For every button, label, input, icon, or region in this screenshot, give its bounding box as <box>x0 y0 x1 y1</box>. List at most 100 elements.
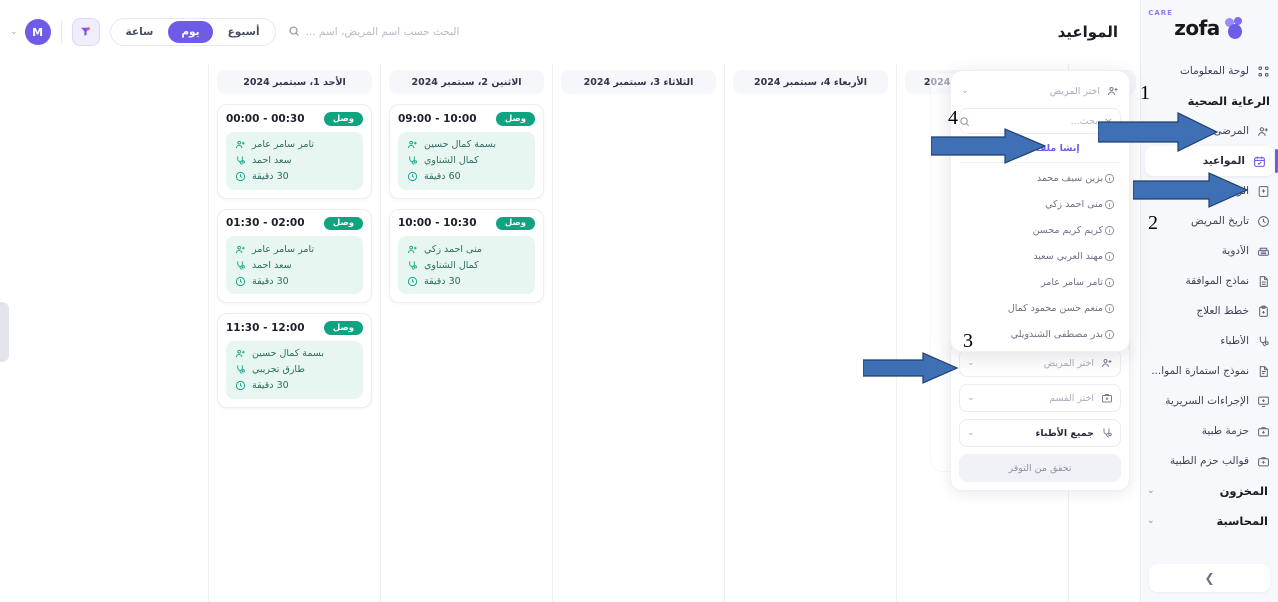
info-icon[interactable] <box>1103 172 1115 184</box>
sidebar-item-medications[interactable]: الأدوية <box>1141 236 1278 266</box>
day-column: الاثنين 2، سبتمبر 2024 وصل 09:00 - 10:00… <box>380 64 552 602</box>
info-icon[interactable] <box>1103 224 1115 236</box>
tab-hour[interactable]: ساعة <box>125 26 154 38</box>
appointment-card[interactable]: وصل 09:00 - 10:00 بسمة كمال حسين <box>389 104 544 199</box>
booking-field-department[interactable]: اختر القسم ⌄ <box>959 384 1121 412</box>
sidebar-item-consent-forms[interactable]: نماذج الموافقة <box>1141 266 1278 296</box>
sidebar-item-appointments[interactable]: المواعيد <box>1145 146 1278 176</box>
sidebar-item-visits[interactable]: الزيارات <box>1141 176 1278 206</box>
appointment-doctor-name: كمال الشناوي <box>424 155 479 166</box>
chevron-down-icon[interactable]: ⌄ <box>10 27 18 37</box>
user-add-icon <box>1106 85 1119 97</box>
sidebar-item-label: المواعيد <box>1202 155 1245 167</box>
appointment-header: وصل 09:00 - 10:00 <box>398 112 535 126</box>
list-item[interactable]: بدر مصطفى الشندويلي <box>959 321 1121 347</box>
list-item[interactable]: كريم كريم محسن <box>959 217 1121 243</box>
appointment-card[interactable]: وصل 11:30 - 12:00 بسمة كمال حسين <box>217 313 372 408</box>
booking-field-doctor[interactable]: جميع الأطباء ⌄ <box>959 419 1121 447</box>
medkit-icon <box>1256 454 1270 468</box>
patients-icon <box>1256 124 1270 138</box>
day-column: الأربعاء 4، سبتمبر 2024 <box>724 64 896 602</box>
appointment-card[interactable]: وصل 00:00 - 00:30 تامر سامر عامر <box>217 104 372 199</box>
sidebar-group-accounting[interactable]: المحاسبة ⌄ <box>1141 506 1278 536</box>
appointment-details: بسمة كمال حسين كمال الشناوي <box>398 131 535 190</box>
day-header: الأربعاء 4، سبتمبر 2024 <box>733 70 888 94</box>
booking-panel: اختر المريض ⌄ اختر القسم ⌄ جميع الأطباء … <box>950 340 1130 491</box>
view-tabs: أسبوع يوم ساعة <box>109 18 276 46</box>
day-column: الأحد 1، سبتمبر 2024 وصل 00:00 - 00:30 ت… <box>208 64 380 602</box>
list-item[interactable]: تامر سامر عامر <box>959 269 1121 295</box>
drawer-handle[interactable] <box>0 302 9 362</box>
info-icon[interactable] <box>1103 328 1115 340</box>
annotation-arrow-2 <box>1133 172 1248 208</box>
chevron-down-icon: ⌄ <box>1147 486 1155 496</box>
patient-dropdown-trigger[interactable]: اختر المريض ⌄ <box>959 78 1121 104</box>
history-icon <box>1256 214 1270 228</box>
appointment-card[interactable]: وصل 10:00 - 10:30 منى احمد زكي <box>389 208 544 303</box>
patient-icon <box>406 139 418 151</box>
day-header: الاثنين 2، سبتمبر 2024 <box>389 70 544 94</box>
info-icon[interactable] <box>1103 302 1115 314</box>
appointment-details: تامر سامر عامر سعد احمد <box>226 236 363 294</box>
sidebar-item-medical-package-templates[interactable]: قوالب حزم الطبية <box>1141 446 1278 476</box>
sidebar-item-patient-history[interactable]: تاريخ المريض <box>1141 206 1278 236</box>
info-icon[interactable] <box>1103 276 1115 288</box>
appointment-details: تامر سامر عامر سعد احمد <box>226 131 363 190</box>
appointment-patient-name: تامر سامر عامر <box>252 139 314 150</box>
tab-day[interactable]: يوم <box>168 21 213 43</box>
sidebar-item-consent-form-template[interactable]: نموذج استمارة الموا... <box>1141 356 1278 386</box>
sidebar-collapse-button[interactable]: ❯ <box>1149 564 1270 592</box>
dashboard-icon <box>1256 64 1270 78</box>
appointment-patient-row: بسمة كمال حسين <box>406 139 527 151</box>
list-item[interactable]: بزين سيف محمد <box>959 165 1121 191</box>
booking-field-doctor-value: جميع الأطباء <box>1035 427 1094 439</box>
sidebar-item-label: نموذج استمارة الموا... <box>1151 365 1249 377</box>
day-appointments: وصل 09:00 - 10:00 بسمة كمال حسين <box>389 94 544 303</box>
sidebar-item-medical-package[interactable]: حزمة طبية <box>1141 416 1278 446</box>
sidebar: zofa CARE لوحة المعلومات الرعاية الصحية <box>1140 0 1278 602</box>
search-icon <box>288 25 300 40</box>
check-availability-button[interactable]: تحقق من التوفر <box>959 454 1121 482</box>
close-icon[interactable]: × <box>1103 114 1113 128</box>
list-item[interactable]: منعم حسن محمود كمال <box>959 295 1121 321</box>
day-column: الثلاثاء 3، سبتمبر 2024 <box>552 64 724 602</box>
sidebar-group-inventory[interactable]: المخزون ⌄ <box>1141 476 1278 506</box>
avatar[interactable]: M <box>24 19 51 45</box>
list-item[interactable]: مهند العربي سعيد <box>959 243 1121 269</box>
appointment-details: بسمة كمال حسين طارق تجريبي <box>226 340 363 399</box>
info-icon[interactable] <box>1103 198 1115 210</box>
sidebar-item-label: قوالب حزم الطبية <box>1169 455 1249 467</box>
info-icon[interactable] <box>1103 250 1115 262</box>
patient-name: بدر مصطفى الشندويلي <box>1010 328 1103 340</box>
sidebar-item-label: نماذج الموافقة <box>1185 275 1249 287</box>
sidebar-item-patients[interactable]: المرضى <box>1141 116 1278 146</box>
filter-icon <box>79 23 92 42</box>
status-badge: وصل <box>323 112 363 126</box>
appointment-duration: 60 دقيقة <box>424 171 461 182</box>
appointment-doctor-row: سعد احمد <box>234 155 355 167</box>
appointment-details: منى احمد زكي كمال الشناوي <box>398 236 535 294</box>
patient-icon <box>234 243 246 255</box>
booking-field-patient[interactable]: اختر المريض ⌄ <box>959 349 1121 377</box>
sidebar-item-doctors[interactable]: الأطباء <box>1141 326 1278 356</box>
patient-icon <box>234 348 246 360</box>
patient-search-input[interactable] <box>975 115 1098 127</box>
calendar-check-icon <box>1252 154 1266 168</box>
brand-logo[interactable]: zofa CARE <box>1141 0 1278 52</box>
clock-icon <box>406 171 418 183</box>
sidebar-item-clinical-procedures[interactable]: الإجراءات السريرية <box>1141 386 1278 416</box>
appointment-doctor-name: سعد احمد <box>252 155 292 166</box>
list-item[interactable]: منى احمد زكي <box>959 191 1121 217</box>
annotation-number-3: 3 <box>963 330 973 352</box>
clipboard-plus-icon <box>1256 304 1270 318</box>
appointment-card[interactable]: وصل 01:30 - 02:00 تامر سامر عامر <box>217 208 372 303</box>
search-input[interactable]: البحث حسب اسم المريض، اسم ... <box>288 17 459 47</box>
filter-button[interactable] <box>71 18 100 46</box>
sidebar-item-label: لوحة المعلومات <box>1180 65 1249 77</box>
sidebar-item-dashboard[interactable]: لوحة المعلومات <box>1141 56 1278 86</box>
appointment-duration: 30 دقيقة <box>252 380 289 391</box>
sidebar-item-treatment-plans[interactable]: خطط العلاج <box>1141 296 1278 326</box>
page-title: المواعيد <box>1057 23 1118 41</box>
tab-week[interactable]: أسبوع <box>227 26 260 38</box>
sidebar-item-label: الأدوية <box>1221 245 1249 257</box>
